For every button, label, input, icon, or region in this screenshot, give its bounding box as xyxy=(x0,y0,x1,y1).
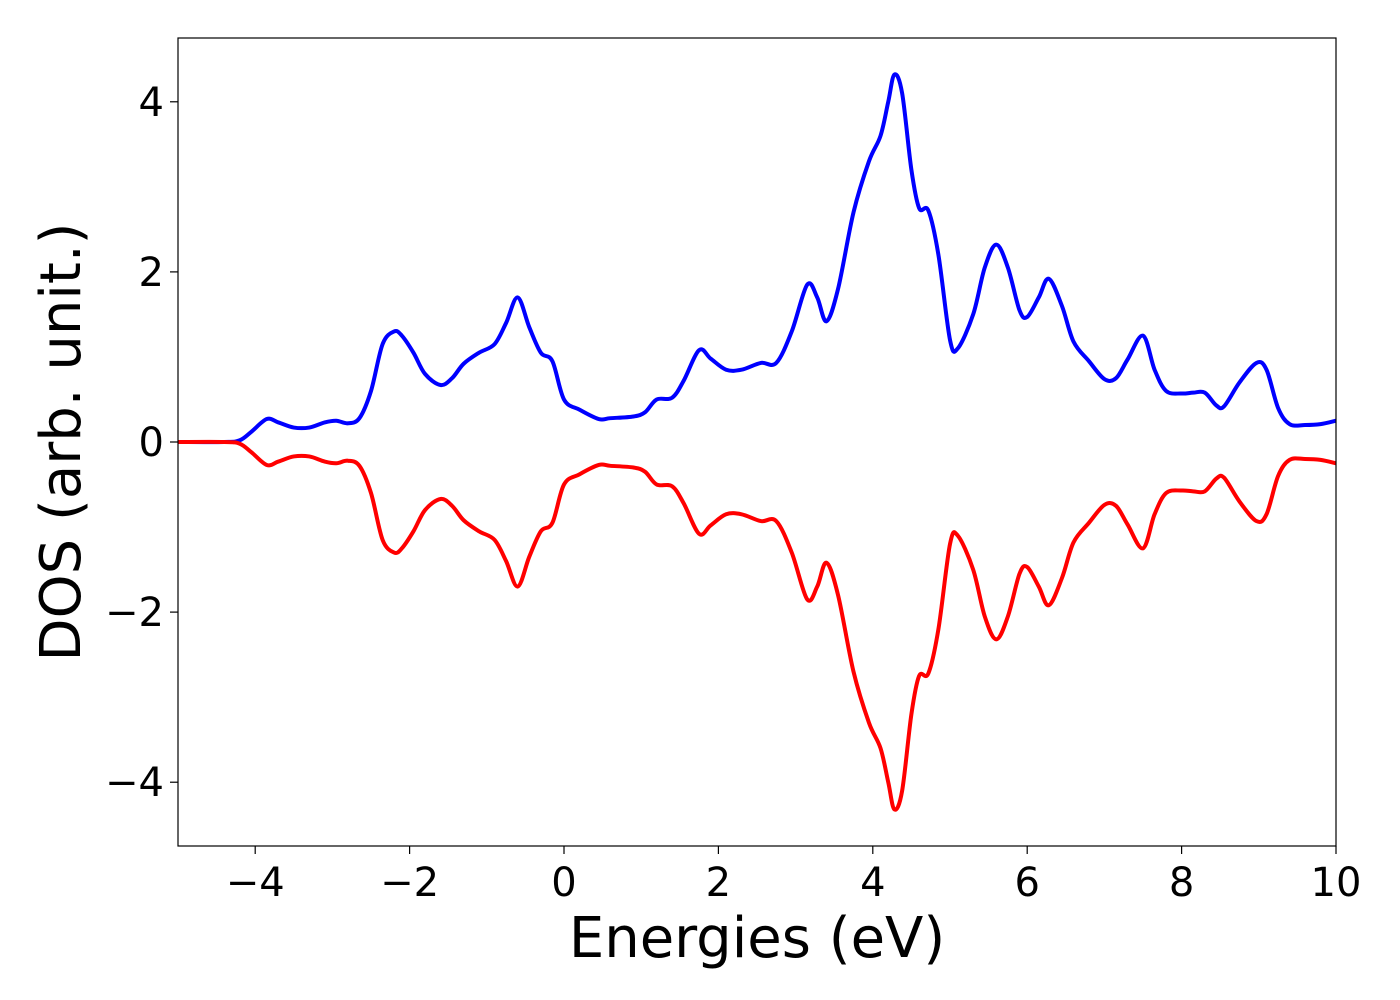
x-tick-label: 6 xyxy=(1014,860,1039,906)
series-line-1 xyxy=(178,72,1336,445)
x-tick-label: 10 xyxy=(1311,860,1362,906)
y-tick-label: 0 xyxy=(139,420,164,466)
y-axis-title: DOS (arb. unit.) xyxy=(29,222,94,661)
x-tick-label: 2 xyxy=(706,860,731,906)
x-tick-label: 8 xyxy=(1169,860,1194,906)
y-tick-label: 4 xyxy=(139,80,164,126)
series-layer xyxy=(178,72,1336,812)
x-axis: −4 −2 0 2 4 6 8 10 xyxy=(226,846,1362,906)
y-tick-label: −2 xyxy=(105,590,164,636)
y-tick-label: 2 xyxy=(139,250,164,296)
x-tick-label: 4 xyxy=(860,860,885,906)
plot-frame xyxy=(177,37,1337,847)
x-tick-label: −4 xyxy=(226,860,285,906)
x-tick-label: 0 xyxy=(551,860,576,906)
series-line-2 xyxy=(178,439,1336,812)
x-tick-label: −2 xyxy=(380,860,439,906)
y-axis: −4 −2 0 2 4 xyxy=(105,80,178,806)
y-tick-label: −4 xyxy=(105,760,164,806)
x-axis-title: Energies (eV) xyxy=(569,906,945,971)
